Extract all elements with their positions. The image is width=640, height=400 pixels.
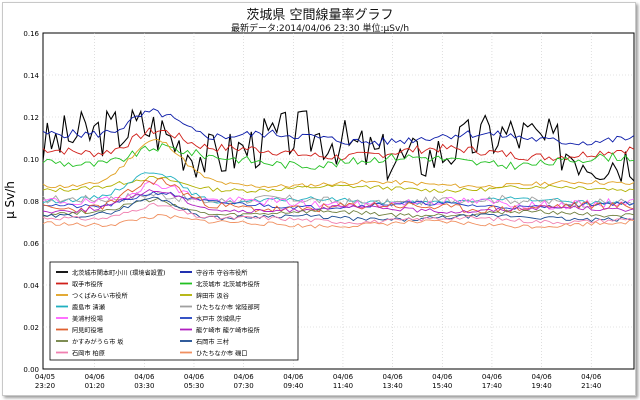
x-tick-date: 04/06 — [482, 373, 503, 381]
x-tick-time: 09:40 — [283, 382, 303, 390]
x-tick-date: 04/06 — [432, 373, 453, 381]
legend-label: 鉾田市 汲谷 — [196, 292, 229, 300]
legend-label: ひたちなか市 磯口 — [196, 350, 247, 358]
x-tick-time: 01:20 — [85, 382, 105, 390]
x-tick-time: 13:40 — [383, 382, 403, 390]
series-line — [42, 127, 635, 162]
x-tick-time: 19:40 — [531, 382, 551, 390]
x-tick-date: 04/06 — [383, 373, 404, 381]
legend-label: 石岡市 三村 — [196, 338, 229, 346]
legend-label: 美浦村役場 — [72, 315, 103, 323]
x-tick-time: 17:40 — [482, 382, 502, 390]
x-tick-date: 04/06 — [333, 373, 354, 381]
legend-label: ひたちなか市 常陸那珂 — [196, 304, 260, 312]
y-tick-label: 0.02 — [23, 324, 39, 332]
series-line — [42, 196, 635, 223]
series-line — [42, 139, 635, 189]
x-tick-time: 15:40 — [432, 382, 452, 390]
legend-label: 石岡市 柏原 — [72, 350, 105, 358]
legend-label: 水戸市 茨城県庁 — [196, 315, 241, 323]
x-tick-time: 21:40 — [581, 382, 601, 390]
series-line — [42, 143, 635, 171]
x-tick-time: 07:30 — [234, 382, 254, 390]
x-tick-date: 04/06 — [85, 373, 106, 381]
series-line — [42, 192, 635, 208]
y-tick-label: 0.06 — [23, 240, 39, 248]
series-line — [42, 177, 635, 214]
legend-label: つくばみらい市役所 — [72, 292, 128, 300]
x-tick-time: 11:40 — [333, 382, 353, 390]
legend-label: 龍ケ崎市 龍ケ崎市役所 — [196, 327, 260, 335]
series-line — [42, 189, 635, 214]
chart-title: 茨城県 空間線量率グラフ — [246, 8, 394, 23]
x-tick-date: 04/06 — [134, 373, 155, 381]
x-tick-time: 05:30 — [184, 382, 204, 390]
legend-label: 守谷市 守谷市役所 — [196, 269, 247, 277]
x-tick-time: 23:20 — [35, 382, 55, 390]
x-tick-date: 04/06 — [581, 373, 602, 381]
x-tick-time: 03:30 — [134, 382, 154, 390]
legend-label: 北茨城市 北茨城市役所 — [196, 281, 260, 289]
y-tick-label: 0.00 — [23, 366, 39, 374]
chart-subtitle: 最新データ:2014/04/06 23:30 単位:μSv/h — [230, 24, 410, 34]
x-tick-date: 04/06 — [234, 373, 255, 381]
x-axis-ticks: 04/0523:2004/0601:2004/0603:3004/0605:30… — [35, 373, 602, 390]
legend-label: 北茨城市関本町小川 (環境省設置) — [72, 269, 165, 277]
legend-label: かすみがうら市 坂 — [72, 338, 123, 346]
series-line — [42, 108, 635, 147]
y-tick-label: 0.08 — [23, 198, 39, 206]
y-tick-label: 0.12 — [23, 114, 39, 122]
x-tick-date: 04/06 — [184, 373, 205, 381]
y-tick-label: 0.10 — [23, 156, 39, 164]
series-line — [42, 214, 635, 229]
x-tick-date: 04/05 — [35, 373, 55, 381]
y-tick-label: 0.04 — [23, 282, 39, 290]
y-axis-ticks: 0.00 0.02 0.04 0.06 0.08 0.10 0.12 0.14 0.16 — [23, 30, 39, 374]
x-tick-date: 04/06 — [531, 373, 552, 381]
legend-label: 阿見町役場 — [72, 327, 103, 335]
series-line — [42, 172, 635, 206]
series-line — [42, 202, 635, 225]
x-tick-date: 04/06 — [283, 373, 304, 381]
y-tick-label: 0.14 — [23, 72, 39, 80]
y-axis-label: μ Sv/h — [3, 181, 17, 219]
legend-box — [49, 261, 299, 361]
series-lines — [42, 108, 635, 229]
legend-label: 鹿島市 清瀬 — [72, 304, 105, 312]
legend-label: 取手市役所 — [72, 281, 103, 289]
series-line — [42, 176, 635, 193]
y-tick-label: 0.16 — [23, 30, 39, 38]
